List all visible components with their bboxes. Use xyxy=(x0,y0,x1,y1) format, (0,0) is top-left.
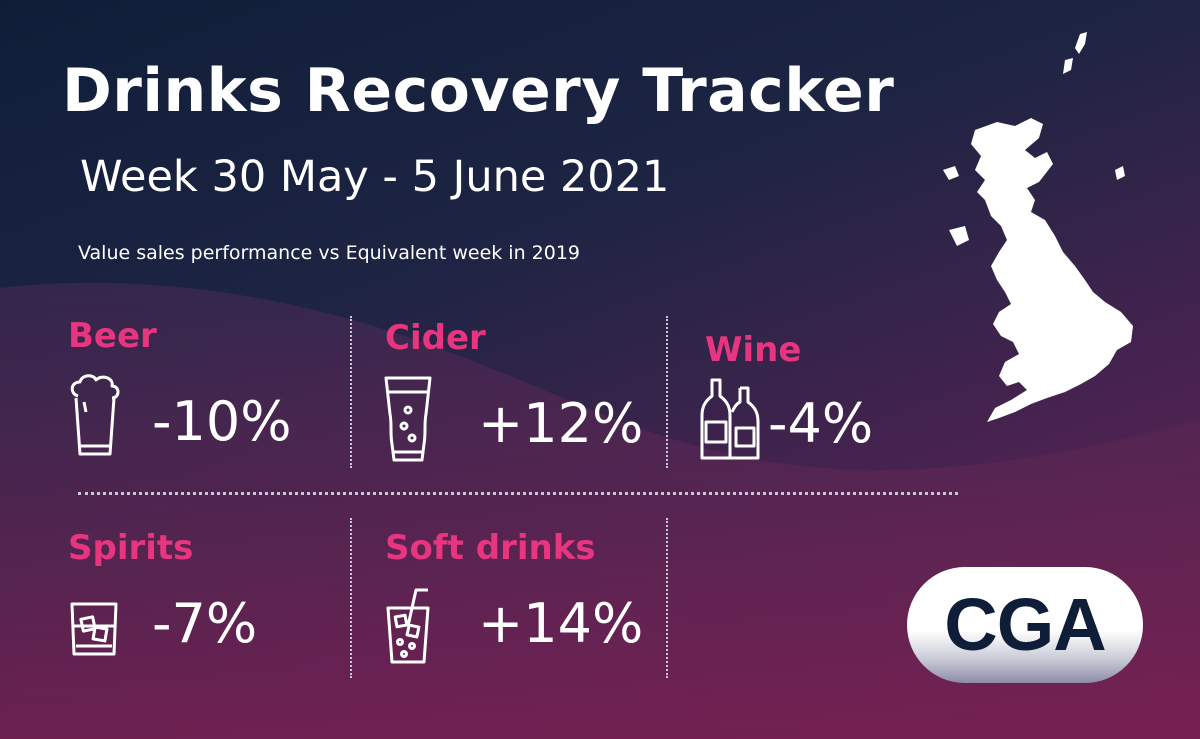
vertical-divider xyxy=(666,316,668,468)
category-value-soft-drinks: +14% xyxy=(478,592,644,655)
category-label-spirits: Spirits xyxy=(68,528,194,568)
uk-map-icon xyxy=(943,32,1133,422)
page-note: Value sales performance vs Equivalent we… xyxy=(78,242,581,264)
category-label-cider: Cider xyxy=(385,318,486,358)
vertical-divider xyxy=(666,518,668,678)
cga-logo-text: CGA xyxy=(944,583,1106,666)
pint-glass-icon xyxy=(384,376,432,462)
vertical-divider xyxy=(350,518,352,678)
category-label-soft-drinks: Soft drinks xyxy=(385,528,596,568)
cga-logo-shape xyxy=(907,567,1143,683)
category-value-spirits: -7% xyxy=(152,592,258,655)
vertical-divider xyxy=(350,316,352,468)
page-subtitle: Week 30 May - 5 June 2021 xyxy=(80,152,670,202)
page-title: Drinks Recovery Tracker xyxy=(62,56,895,126)
whisky-glass-icon xyxy=(70,602,118,656)
category-value-wine: -4% xyxy=(768,392,874,455)
beer-glass-icon xyxy=(70,374,120,456)
horizontal-divider xyxy=(78,492,958,495)
category-label-wine: Wine xyxy=(705,330,802,370)
category-label-beer: Beer xyxy=(68,316,157,356)
category-value-beer: -10% xyxy=(152,390,292,453)
soft-drink-glass-icon xyxy=(386,588,430,664)
wine-bottles-icon xyxy=(700,378,760,460)
category-value-cider: +12% xyxy=(478,392,644,455)
cga-logo: CGA xyxy=(905,565,1145,685)
